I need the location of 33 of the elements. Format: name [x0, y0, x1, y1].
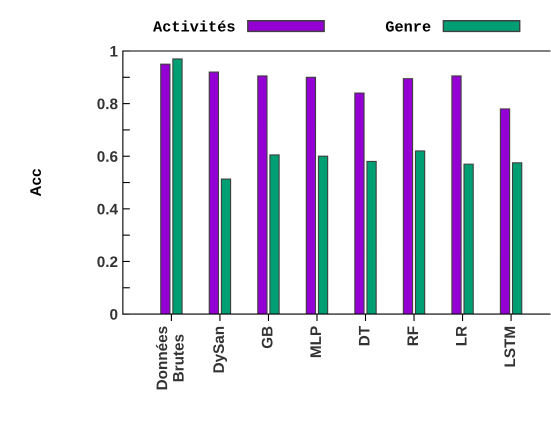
bar: [512, 162, 522, 314]
bar: [354, 92, 365, 314]
bar: [257, 75, 268, 314]
x-tick-label: LSTM: [504, 326, 516, 366]
x-tick-label: MLP: [310, 326, 321, 358]
x-tick-label: DySan: [213, 326, 228, 372]
bar: [160, 64, 170, 314]
legend-label: Genre: [386, 21, 430, 32]
bar: [500, 108, 510, 314]
y-tick-label: 0.4: [97, 204, 118, 215]
y-tick-label: 0.2: [97, 256, 118, 268]
x-tick-label: Données Brutes: [156, 326, 184, 390]
bar: [208, 71, 220, 314]
bar: [451, 75, 462, 314]
bar: [463, 164, 474, 314]
x-tick-label: DT: [358, 326, 370, 346]
legend-label: Activités: [153, 20, 235, 32]
bar: [414, 150, 426, 314]
bar: [318, 156, 328, 314]
bar: [269, 154, 280, 314]
x-tick-label: LR: [456, 326, 467, 346]
y-tick-label: 0: [110, 308, 118, 320]
y-axis-title: Acc: [30, 168, 41, 196]
x-tick-label: GB: [262, 326, 273, 348]
x-tick-label: RF: [407, 326, 418, 346]
y-tick-label: 0.6: [97, 151, 118, 162]
bar: [306, 76, 316, 314]
bar: [366, 160, 377, 314]
bar: [172, 58, 183, 314]
bar: [402, 78, 414, 314]
y-tick-label: 1: [110, 46, 118, 57]
bar: [220, 178, 232, 314]
y-tick-label: 0.8: [97, 98, 118, 110]
